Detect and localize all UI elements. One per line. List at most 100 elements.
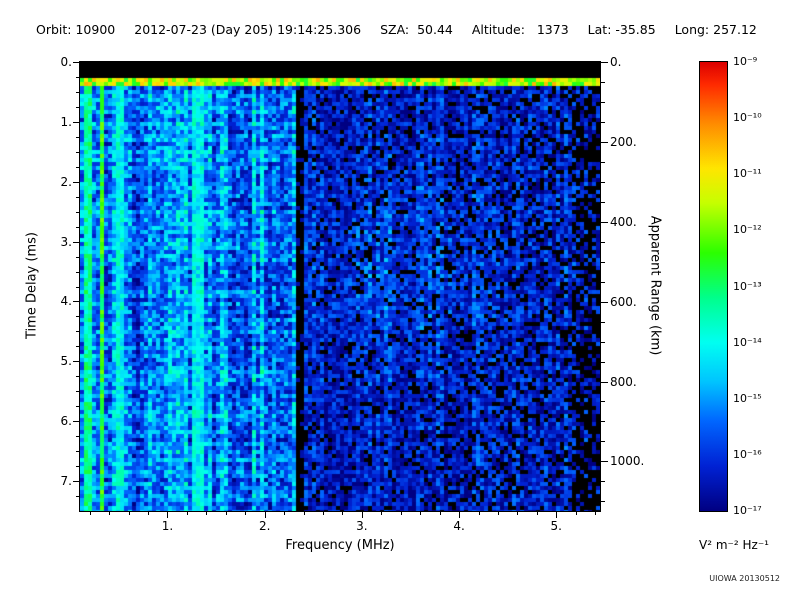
sza-info: SZA: 50.44 [380,22,453,37]
credit-label: UIOWA 20130512 [709,574,780,583]
axis-tick [601,301,608,303]
axis-tick [206,512,208,515]
spectrogram-canvas [80,62,600,511]
axis-tick [76,436,80,438]
colorbar-tick-label: 10⁻¹⁶ [733,447,762,461]
y-axis-tick-label: 4. [60,294,72,309]
range-axis-tick-label: 0. [610,55,622,69]
axis-tick [601,481,605,483]
axis-tick [128,512,130,515]
axis-tick [76,136,80,138]
range-axis-tick-label: 200. [610,134,637,149]
colorbar-tick-label: 10⁻¹³ [733,279,762,293]
axis-tick [76,271,80,273]
axis-tick [76,166,80,168]
axis-tick [76,466,80,468]
axis-tick [601,81,605,83]
axis-tick [497,512,499,515]
axis-tick [601,181,605,183]
axis-tick [536,512,538,515]
y-axis-tick-label: 6. [60,414,72,429]
axis-tick [76,151,80,153]
axis-tick [73,241,80,243]
axis-tick [73,481,80,483]
axis-tick [381,512,383,515]
axis-tick [420,512,422,515]
axis-tick [556,512,558,518]
axis-tick [148,512,150,515]
axis-tick [342,512,344,515]
axis-tick [601,221,608,223]
x-axis-tick-label: 4. [453,519,465,533]
axis-tick [76,316,80,318]
axis-tick [76,346,80,348]
y-axis-left-title: Time Delay (ms) [24,232,40,339]
axis-tick [601,201,605,203]
latitude-info: Lat: -35.85 [587,22,656,37]
axis-tick [76,406,80,408]
axis-tick [601,401,605,403]
y-axis-tick-label: 7. [60,474,72,489]
axis-tick [73,421,80,423]
axis-tick [601,341,605,343]
axis-tick [400,512,402,515]
colorbar [699,61,728,512]
axis-tick [76,226,80,228]
axis-tick [76,196,80,198]
axis-tick [595,512,597,515]
axis-tick [76,91,80,93]
colorbar-units-label: V² m⁻² Hz⁻¹ [699,538,769,552]
axis-tick [601,101,605,103]
spectrogram-plot [79,61,601,512]
axis-tick [601,321,605,323]
axis-tick [73,301,80,303]
altitude-info: Altitude: 1373 [471,22,569,37]
axis-tick [89,512,91,515]
axis-tick [322,512,324,515]
axis-tick [76,106,80,108]
axis-tick [76,496,80,498]
range-axis-tick-label: 600. [610,294,637,309]
axis-tick [601,261,605,263]
x-axis-tick-label: 1. [161,519,174,533]
x-axis-tick-label: 2. [258,519,271,533]
axis-tick [76,256,80,258]
axis-tick [601,361,605,363]
axis-tick [73,62,80,63]
colorbar-tick-label: 10⁻⁹ [733,55,758,68]
colorbar-canvas [700,62,727,511]
axis-tick [601,281,605,283]
orbit-info: Orbit: 10900 [36,22,116,37]
y-axis-tick-label: 5. [60,354,72,369]
axis-tick [303,512,305,515]
colorbar-tick-label: 10⁻¹⁷ [733,504,762,517]
axis-tick [245,512,247,515]
axis-tick [73,121,80,123]
axis-tick [601,121,605,123]
axis-tick [601,381,608,383]
colorbar-tick-label: 10⁻¹⁵ [733,391,762,405]
axis-tick [575,512,577,515]
axis-tick [76,391,80,393]
y-axis-tick-label: 2. [60,174,72,189]
axis-tick [73,181,80,183]
axis-tick [167,512,169,518]
axis-tick [76,376,80,378]
y-axis-tick-label: 3. [60,234,72,249]
axis-tick [601,62,608,63]
axis-tick [601,161,605,163]
range-axis-tick-label: 800. [610,374,637,389]
y-axis-right-title: Apparent Range (km) [647,215,663,356]
axis-tick [601,421,605,423]
y-axis-tick-label: 1. [60,114,72,129]
axis-tick [601,241,605,243]
x-axis-tick-label: 5. [550,519,562,533]
axis-tick [76,331,80,333]
axis-tick [76,286,80,288]
colorbar-tick-label: 10⁻¹¹ [733,167,762,181]
y-axis-tick-label: 0. [60,55,72,69]
axis-tick [601,141,608,143]
x-axis-title: Frequency (MHz) [285,538,395,553]
axis-tick [601,501,605,503]
